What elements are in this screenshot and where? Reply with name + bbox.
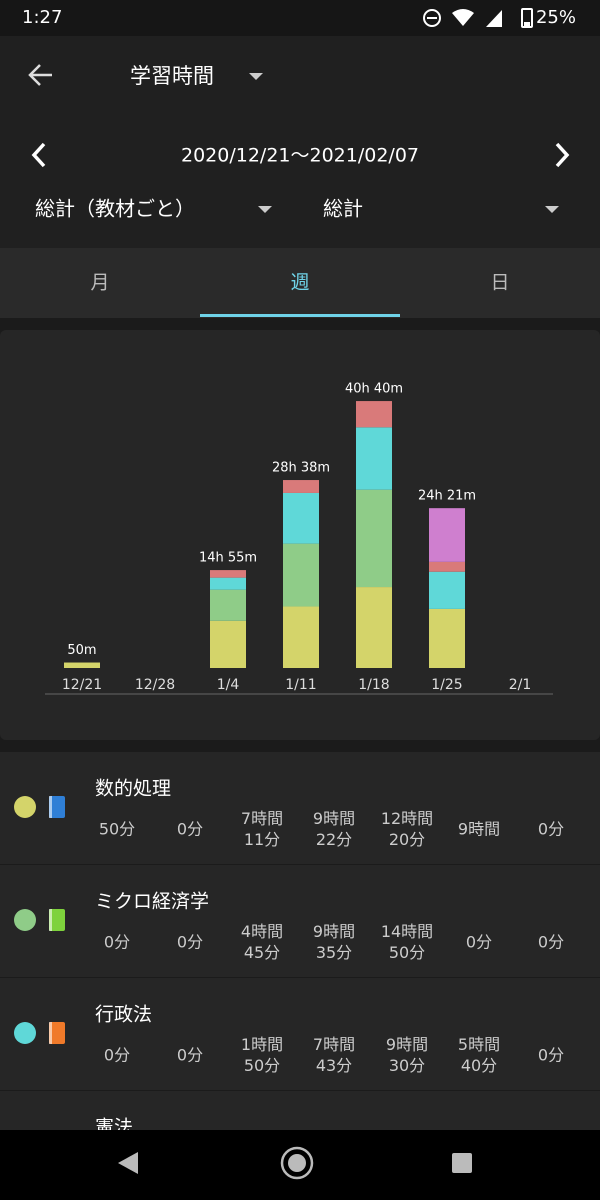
subject-row[interactable] (0, 978, 600, 1090)
subject-time: 11分 (244, 830, 280, 849)
subject-time: 43分 (316, 1056, 352, 1075)
bar-segment (283, 480, 319, 493)
back-button[interactable] (28, 64, 52, 86)
next-button[interactable] (555, 142, 570, 168)
subject-time: 50分 (244, 1056, 280, 1075)
x-tick-label: 1/4 (217, 677, 240, 693)
bar-total-label: 28h 38m (272, 461, 330, 476)
subject-time: 20分 (389, 830, 425, 849)
subject-time: 30分 (389, 1056, 425, 1075)
bar-segment (356, 401, 392, 428)
subject-time: 0分 (104, 933, 130, 952)
subject-row[interactable] (0, 752, 600, 864)
subject-time: 5時間 (458, 1035, 500, 1054)
status-icons (423, 8, 533, 28)
bar-total-label: 40h 40m (345, 382, 403, 397)
battery-level: 25% (536, 7, 576, 28)
bar-segment (210, 577, 246, 590)
bar-segment (429, 508, 465, 562)
subject-color-dot (14, 796, 36, 818)
x-tick-label: 12/28 (135, 677, 175, 693)
subject-time: 14時間 (381, 922, 433, 941)
bar-segment (283, 492, 319, 544)
subject-time: 0分 (177, 1046, 203, 1065)
status-time: 1:27 (22, 7, 62, 28)
subject-name: 行政法 (95, 1004, 152, 1026)
subject-time: 0分 (177, 933, 203, 952)
subject-time: 9時間 (458, 820, 500, 839)
subject-time: 22分 (316, 830, 352, 849)
tab[interactable]: 日 (490, 272, 509, 294)
tab[interactable]: 月 (90, 272, 109, 294)
bar-segment (429, 608, 465, 668)
subject-time: 1時間 (241, 1035, 283, 1054)
filter-left-dropdown[interactable] (258, 206, 272, 213)
bar-segment (356, 489, 392, 588)
x-tick-label: 1/25 (431, 677, 462, 693)
bar-segment (283, 606, 319, 668)
subject-row[interactable] (0, 865, 600, 977)
bar-segment (210, 570, 246, 578)
bar-segment (210, 589, 246, 621)
nav-home[interactable] (280, 1146, 314, 1180)
subject-time: 40分 (461, 1056, 497, 1075)
subject-icon-spine (49, 909, 52, 931)
bar-segment (64, 662, 100, 668)
x-tick-label: 1/11 (285, 677, 316, 693)
x-tick-label: 2/1 (509, 677, 532, 693)
status-bar (0, 0, 600, 36)
tab-indicator (200, 314, 400, 317)
subject-color-dot (14, 909, 36, 931)
subject-time: 4時間 (241, 922, 283, 941)
bar-segment (356, 587, 392, 668)
bar-segment (429, 571, 465, 609)
date-range: 2020/12/21～2021/02/07 (181, 145, 419, 167)
subject-time: 0分 (538, 820, 564, 839)
bar-total-label: 24h 21m (418, 489, 476, 504)
subject-time: 0分 (538, 1046, 564, 1065)
subject-time: 0分 (538, 933, 564, 952)
subject-time: 45分 (244, 943, 280, 962)
bar-segment (283, 543, 319, 607)
subject-name: ミクロ経済学 (95, 891, 209, 913)
subject-time: 50分 (389, 943, 425, 962)
subject-icon (49, 796, 65, 818)
subject-time: 0分 (104, 1046, 130, 1065)
subject-time: 9時間 (386, 1035, 428, 1054)
subject-time: 7時間 (313, 1035, 355, 1054)
nav-recents[interactable] (452, 1153, 472, 1173)
subject-icon-spine (49, 796, 52, 818)
subject-time: 9時間 (313, 922, 355, 941)
title-dropdown[interactable] (249, 73, 263, 80)
page-title[interactable]: 学習時間 (130, 64, 214, 88)
subject-time: 12時間 (381, 809, 433, 828)
subject-time: 7時間 (241, 809, 283, 828)
filter-right-dropdown[interactable] (545, 206, 559, 213)
filter-right[interactable]: 総計 (323, 197, 363, 221)
tab-bar (0, 248, 600, 318)
bar-segment (356, 427, 392, 490)
subject-icon (49, 909, 65, 931)
subject-icon (49, 1022, 65, 1044)
nav-back[interactable] (118, 1152, 138, 1174)
tab-selected[interactable]: 週 (290, 272, 309, 294)
subject-time: 35分 (316, 943, 352, 962)
x-tick-label: 1/18 (358, 677, 389, 693)
bar-segment (429, 561, 465, 572)
bar-total-label: 50m (67, 643, 96, 658)
subject-time: 0分 (177, 820, 203, 839)
bar-total-label: 14h 55m (199, 551, 257, 566)
prev-button[interactable] (31, 142, 46, 168)
subject-icon-spine (49, 1022, 52, 1044)
filter-left[interactable]: 総計（教材ごと） (35, 197, 195, 221)
subject-name: 数的処理 (95, 778, 171, 800)
subject-time: 9時間 (313, 809, 355, 828)
x-tick-label: 12/21 (62, 677, 102, 693)
subject-color-dot (14, 1022, 36, 1044)
subject-time: 50分 (99, 820, 135, 839)
subject-time: 0分 (466, 933, 492, 952)
bar-segment (210, 620, 246, 668)
header (0, 36, 600, 248)
